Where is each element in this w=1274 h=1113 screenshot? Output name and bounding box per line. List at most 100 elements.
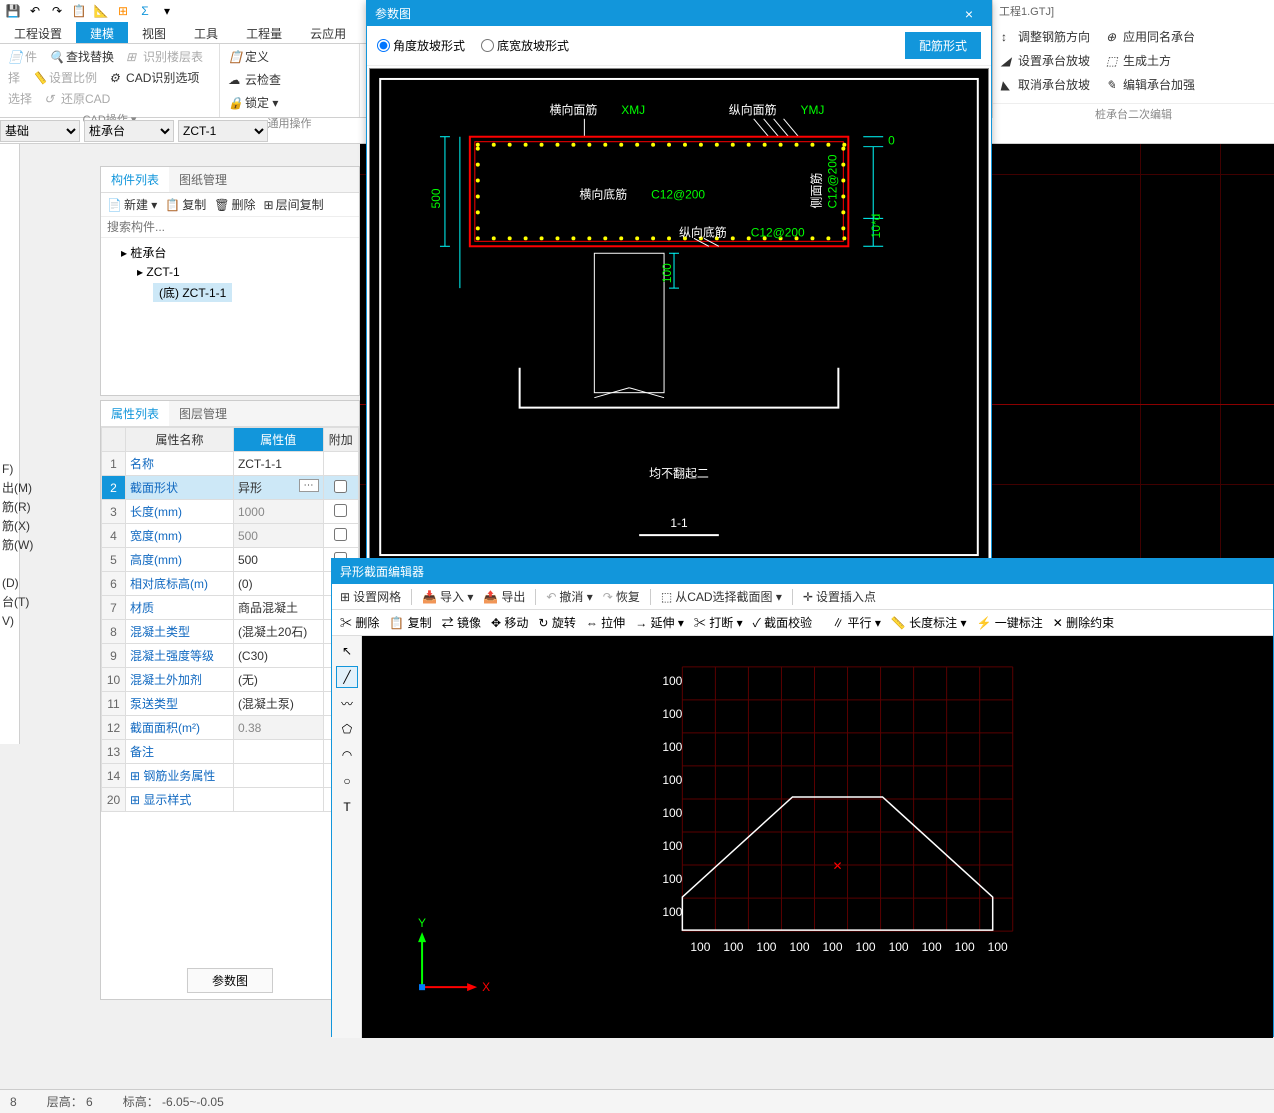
ribbon-item[interactable]: 🔒锁定 ▾ bbox=[226, 92, 353, 113]
delete-button[interactable]: 🗑 删除 bbox=[214, 196, 255, 213]
category-select[interactable]: 基础 bbox=[0, 120, 80, 142]
table-row[interactable]: 11泵送类型(混凝土泵) bbox=[102, 692, 359, 716]
table-row[interactable]: 6相对底标高(m)(0) bbox=[102, 572, 359, 596]
tb-break[interactable]: ✂ 打断 ▾ bbox=[694, 614, 743, 631]
ribbon-item[interactable]: ⊕应用同名承台 bbox=[1104, 26, 1197, 47]
ribbon-item[interactable]: 🔍查找替换 bbox=[47, 46, 116, 67]
param-diagram-button[interactable]: 参数图 bbox=[187, 968, 273, 993]
tb-autodim[interactable]: ⚡ 一键标注 bbox=[976, 614, 1042, 631]
table-row[interactable]: 10混凝土外加剂(无) bbox=[102, 668, 359, 692]
panel-tab[interactable]: 构件列表 bbox=[101, 167, 169, 192]
tb-rotate[interactable]: ↻ 旋转 bbox=[538, 614, 575, 631]
radio-width[interactable]: 底宽放坡形式 bbox=[481, 37, 569, 54]
section-canvas[interactable]: ✕ Y X 1001001001001001001001001001001001… bbox=[362, 636, 1273, 1038]
ribbon-tab[interactable]: 工具 bbox=[180, 22, 232, 43]
ribbon-item[interactable]: ☁云检查 bbox=[226, 69, 353, 90]
table-row[interactable]: 1名称ZCT-1-1 bbox=[102, 452, 359, 476]
ribbon-item[interactable]: 📄件 bbox=[6, 46, 39, 67]
tb-parallel[interactable]: ∥ 平行 ▾ bbox=[832, 614, 881, 631]
tool-pointer-icon[interactable]: ↖ bbox=[336, 640, 358, 662]
tb-stretch[interactable]: ⇔ 拉伸 bbox=[586, 614, 625, 631]
tool-polyline-icon[interactable]: 〰 bbox=[336, 692, 358, 714]
ribbon-item[interactable]: ◣取消承台放坡 bbox=[999, 74, 1092, 95]
copy-button[interactable]: 📋 复制 bbox=[165, 196, 206, 213]
ribbon-tab[interactable]: 工程量 bbox=[232, 22, 296, 43]
radio-angle[interactable]: 角度放坡形式 bbox=[377, 37, 465, 54]
tb-delconstraint[interactable]: ✕ 删除约束 bbox=[1053, 614, 1114, 631]
tree-item[interactable]: (底) ZCT-1-1 bbox=[109, 281, 351, 304]
qat-redo-icon[interactable]: ↷ bbox=[48, 2, 66, 20]
table-row[interactable]: 4宽度(mm)500 bbox=[102, 524, 359, 548]
tb-copy[interactable]: 📋 复制 bbox=[389, 614, 431, 631]
panel-tab[interactable]: 属性列表 bbox=[101, 401, 169, 426]
type-select[interactable]: 桩承台 bbox=[84, 120, 174, 142]
ribbon-item[interactable]: ◢设置承台放坡 bbox=[999, 50, 1092, 71]
ribbon-tab[interactable]: 云应用 bbox=[296, 22, 360, 43]
ribbon-item[interactable]: ↕调整钢筋方向 bbox=[999, 26, 1092, 47]
table-row[interactable]: 2截面形状异形⋯ bbox=[102, 476, 359, 500]
status-right: 标高： -6.05~-0.05 bbox=[123, 1093, 224, 1110]
table-row[interactable]: 14⊞ 钢筋业务属性 bbox=[102, 764, 359, 788]
tb-extend[interactable]: → 延伸 ▾ bbox=[635, 614, 684, 631]
component-tree[interactable]: ▸ 桩承台 ▸ ZCT-1 (底) ZCT-1-1 bbox=[101, 238, 359, 308]
component-select[interactable]: ZCT-1 bbox=[178, 120, 268, 142]
table-row[interactable]: 20⊞ 显示样式 bbox=[102, 788, 359, 812]
panel-tab[interactable]: 图层管理 bbox=[169, 401, 237, 426]
tb-cad[interactable]: ⬚ 从CAD选择截面图 ▾ bbox=[661, 588, 782, 605]
tb-redo[interactable]: ↷ 恢复 bbox=[603, 588, 640, 605]
tb-mirror[interactable]: ⇄ 镜像 bbox=[442, 614, 481, 631]
qat-undo-icon[interactable]: ↶ bbox=[26, 2, 44, 20]
layer-copy-button[interactable]: ⊞ 层间复制 bbox=[264, 196, 324, 213]
tree-item[interactable]: ▸ ZCT-1 bbox=[109, 263, 351, 281]
qat-dropdown-icon[interactable]: ▾ bbox=[158, 2, 176, 20]
tb-insert[interactable]: ✛ 设置插入点 bbox=[803, 588, 876, 605]
panel-tab[interactable]: 图纸管理 bbox=[169, 167, 237, 192]
tb-undo[interactable]: ↶ 撤消 ▾ bbox=[546, 588, 592, 605]
left-dock[interactable] bbox=[0, 144, 20, 744]
qat-icon[interactable]: ⊞ bbox=[114, 2, 132, 20]
tb-verify[interactable]: ✓ 截面校验 bbox=[753, 614, 813, 631]
ribbon-tab[interactable]: 建模 bbox=[76, 22, 128, 43]
tree-item[interactable]: ▸ 桩承台 bbox=[109, 242, 351, 263]
tool-arc-icon[interactable]: ◠ bbox=[336, 744, 358, 766]
search-input[interactable] bbox=[101, 217, 359, 238]
tb-delete[interactable]: ✂ 删除 bbox=[340, 614, 379, 631]
table-row[interactable]: 13备注 bbox=[102, 740, 359, 764]
tool-text-icon[interactable]: T bbox=[336, 796, 358, 818]
table-row[interactable]: 8混凝土类型(混凝土20石) bbox=[102, 620, 359, 644]
dialog-titlebar[interactable]: 参数图 × bbox=[367, 1, 991, 26]
tb-export[interactable]: 📤 导出 bbox=[483, 588, 525, 605]
table-row[interactable]: 9混凝土强度等级(C30) bbox=[102, 644, 359, 668]
ribbon-item[interactable]: 📏设置比例 bbox=[30, 67, 99, 88]
ribbon-tab[interactable]: 工程设置 bbox=[0, 22, 76, 43]
qat-icon[interactable]: 📋 bbox=[70, 2, 88, 20]
rebar-form-button[interactable]: 配筋形式 bbox=[905, 32, 981, 59]
param-canvas[interactable]: 横向面筋 XMJ 纵向面筋 YMJ 横向底筋 C12@200 纵向底筋 C12@… bbox=[369, 68, 989, 566]
qat-icon[interactable]: Σ bbox=[136, 2, 154, 20]
table-row[interactable]: 3长度(mm)1000 bbox=[102, 500, 359, 524]
ribbon-item[interactable]: 选择 bbox=[6, 88, 34, 109]
table-row[interactable]: 5高度(mm)500 bbox=[102, 548, 359, 572]
new-button[interactable]: 📄 新建 ▾ bbox=[107, 196, 157, 213]
tool-circle-icon[interactable]: ○ bbox=[336, 770, 358, 792]
ribbon-item[interactable]: 📋定义 bbox=[226, 46, 353, 67]
qat-save-icon[interactable]: 💾 bbox=[4, 2, 22, 20]
table-row[interactable]: 12截面面积(m²)0.38 bbox=[102, 716, 359, 740]
dialog-titlebar[interactable]: 异形截面编辑器 bbox=[332, 559, 1273, 584]
ribbon-item[interactable]: ⚙CAD识别选项 bbox=[107, 67, 201, 88]
table-row[interactable]: 7材质商品混凝土 bbox=[102, 596, 359, 620]
tb-move[interactable]: ✥ 移动 bbox=[491, 614, 528, 631]
qat-icon[interactable]: 📐 bbox=[92, 2, 110, 20]
ribbon-tab[interactable]: 视图 bbox=[128, 22, 180, 43]
tool-polygon-icon[interactable]: ⬠ bbox=[336, 718, 358, 740]
tb-grid[interactable]: ⊞ 设置网格 bbox=[340, 588, 401, 605]
ribbon-item[interactable]: ✎编辑承台加强 bbox=[1104, 74, 1197, 95]
tb-dim[interactable]: 📏 长度标注 ▾ bbox=[891, 614, 967, 631]
ribbon-item[interactable]: ↺还原CAD bbox=[42, 88, 112, 109]
close-icon[interactable]: × bbox=[955, 6, 983, 22]
tb-import[interactable]: 📥 导入 ▾ bbox=[422, 588, 473, 605]
ribbon-item[interactable]: ⬚生成土方 bbox=[1104, 50, 1173, 71]
ribbon-item[interactable]: 择 bbox=[6, 67, 22, 88]
ribbon-item[interactable]: ⊞识别楼层表 bbox=[124, 46, 205, 67]
tool-line-icon[interactable]: ╱ bbox=[336, 666, 358, 688]
